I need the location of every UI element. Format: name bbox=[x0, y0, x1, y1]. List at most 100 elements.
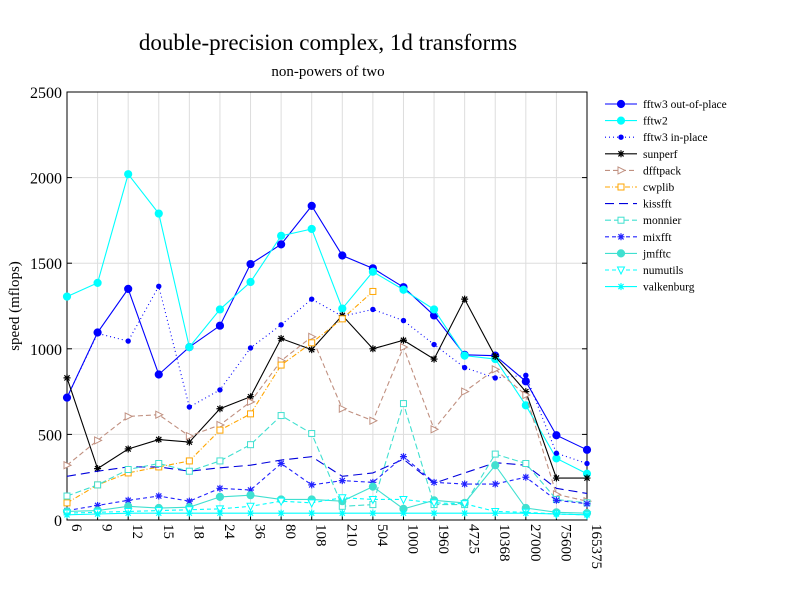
series-group bbox=[62, 170, 593, 520]
data-point bbox=[308, 332, 317, 342]
data-point bbox=[155, 509, 163, 517]
data-point bbox=[276, 497, 286, 507]
data-point bbox=[522, 390, 531, 400]
y-tick-label: 2000 bbox=[30, 171, 62, 188]
data-point bbox=[62, 292, 72, 301]
data-point bbox=[247, 509, 255, 517]
data-point bbox=[399, 400, 407, 408]
legend-marker bbox=[617, 166, 627, 175]
series-line bbox=[66, 456, 588, 495]
x-tick-label: 9 bbox=[99, 524, 115, 532]
grid bbox=[66, 91, 588, 521]
data-point bbox=[186, 404, 193, 410]
legend-item: jmfftc bbox=[605, 248, 671, 260]
data-point bbox=[460, 351, 469, 360]
data-point bbox=[277, 361, 285, 369]
x-tick-label: 27000 bbox=[527, 524, 543, 562]
data-point bbox=[247, 410, 255, 418]
data-point bbox=[93, 278, 102, 287]
data-point bbox=[216, 457, 224, 465]
data-point bbox=[491, 461, 500, 470]
data-point bbox=[552, 496, 560, 504]
data-point bbox=[491, 365, 501, 374]
data-point bbox=[64, 394, 70, 401]
data-point bbox=[309, 296, 315, 302]
series-dfftpack bbox=[63, 332, 593, 506]
data-point bbox=[583, 474, 591, 482]
data-point bbox=[461, 480, 469, 488]
data-point bbox=[124, 412, 134, 421]
data-point bbox=[124, 445, 132, 453]
legend-label: kissfft bbox=[643, 199, 672, 211]
data-point bbox=[216, 426, 224, 434]
data-point bbox=[370, 306, 376, 313]
data-point bbox=[552, 431, 561, 440]
legend-label: monnier bbox=[643, 215, 681, 227]
legend-marker bbox=[618, 134, 624, 140]
series-fftw2 bbox=[62, 170, 592, 478]
data-point bbox=[399, 453, 407, 461]
x-tick-label: 36 bbox=[252, 524, 268, 540]
legend: fftw3 out-of-place fftw2 fftw3 in-place sun… bbox=[605, 99, 727, 294]
data-point bbox=[308, 346, 316, 354]
legend-marker bbox=[617, 150, 625, 158]
y-tick-label: 2500 bbox=[30, 85, 62, 102]
data-point bbox=[584, 460, 590, 467]
data-point bbox=[246, 502, 255, 512]
data-point bbox=[307, 201, 316, 210]
data-point bbox=[216, 405, 224, 413]
legend-label: fftw3 in-place bbox=[643, 132, 708, 144]
x-tick-label: 24 bbox=[221, 524, 237, 540]
data-point bbox=[307, 224, 316, 234]
data-point bbox=[461, 387, 470, 396]
data-point bbox=[155, 436, 163, 444]
data-point bbox=[553, 450, 560, 456]
legend-label: jmfftc bbox=[642, 248, 671, 260]
data-point bbox=[94, 501, 102, 509]
x-tick-label: 504 bbox=[374, 524, 390, 547]
series-sunperf bbox=[63, 295, 591, 482]
x-tick-label: 10368 bbox=[496, 524, 512, 562]
data-point bbox=[247, 345, 254, 351]
data-point bbox=[429, 305, 439, 314]
data-point bbox=[369, 287, 377, 295]
data-point bbox=[522, 473, 530, 481]
data-point bbox=[94, 330, 101, 337]
data-point bbox=[156, 283, 162, 290]
data-point bbox=[215, 321, 225, 330]
data-point bbox=[94, 436, 103, 445]
data-point bbox=[491, 353, 499, 361]
data-point bbox=[217, 387, 223, 393]
data-point bbox=[124, 496, 132, 504]
data-point bbox=[155, 410, 164, 420]
data-point bbox=[185, 457, 193, 465]
series-fftw3-in-place bbox=[64, 283, 590, 467]
data-point bbox=[154, 370, 163, 379]
x-tick-label: 18 bbox=[190, 524, 206, 539]
data-point bbox=[185, 497, 193, 505]
legend-item: sunperf bbox=[605, 149, 678, 161]
legend-item: valkenburg bbox=[605, 282, 695, 294]
series-line bbox=[66, 464, 588, 514]
data-point bbox=[185, 467, 193, 475]
data-point bbox=[185, 509, 193, 517]
data-point bbox=[94, 510, 102, 518]
data-point bbox=[461, 295, 469, 303]
data-point bbox=[582, 445, 592, 454]
legend-item: mixfft bbox=[605, 232, 672, 244]
data-point bbox=[461, 509, 469, 517]
data-point bbox=[308, 509, 316, 517]
chart-title: double-precision complex, 1d transforms bbox=[139, 30, 517, 55]
data-point bbox=[63, 492, 71, 500]
series-fftw3-out-of-place bbox=[62, 201, 592, 454]
data-point bbox=[215, 492, 225, 501]
axes: 0 500 1000 1500 2000 2500 6 9 12 15 18 24 36 80 108 210… bbox=[30, 85, 604, 569]
legend-item: kissfft bbox=[605, 199, 672, 211]
data-point bbox=[247, 441, 255, 449]
series-mixfft bbox=[63, 453, 591, 515]
legend-marker bbox=[617, 216, 625, 224]
x-tick-label: 6 bbox=[68, 524, 84, 532]
data-point bbox=[461, 364, 468, 371]
legend-item: cwplib bbox=[605, 182, 675, 194]
